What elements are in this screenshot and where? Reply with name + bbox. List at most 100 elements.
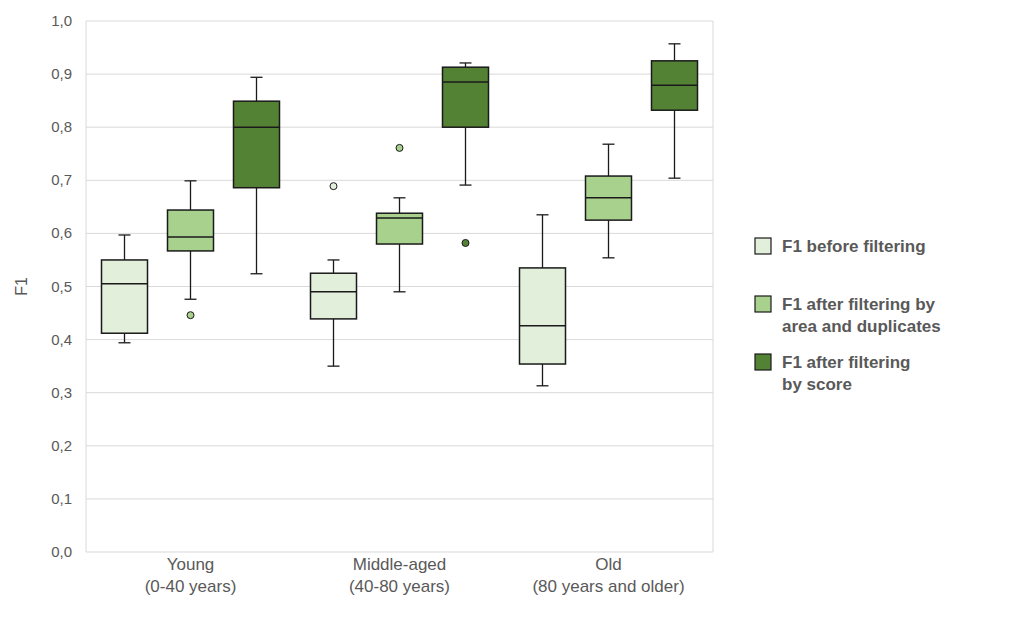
chart: 0,0 0,1 0,2 0,3 0,4 0,5 0,6 0,7 0,8 0,9 1,0 F1 Young…	[0, 0, 1024, 620]
median	[234, 126, 280, 128]
median	[520, 325, 566, 327]
tick-label: 0,0	[51, 543, 72, 560]
whisker-cap	[669, 43, 681, 44]
legend-label: F1 after filtering by score	[782, 353, 910, 394]
axis-label: F1	[13, 277, 30, 296]
tick-label: 0,3	[51, 384, 72, 401]
legend-swatch	[755, 354, 771, 370]
whisker-cap	[394, 197, 406, 198]
median	[443, 81, 489, 83]
whisker-cap	[394, 291, 406, 292]
whisker-cap	[119, 342, 131, 343]
whisker-cap	[251, 77, 263, 78]
category-line: (0-40 years)	[145, 577, 237, 596]
whisker-cap	[119, 234, 131, 235]
whisker	[608, 144, 609, 176]
category-line: Middle-aged	[353, 555, 447, 574]
box	[520, 268, 566, 364]
median	[586, 197, 632, 199]
legend-line: F1 after filtering by	[782, 295, 936, 314]
whisker-cap	[537, 214, 549, 215]
whisker	[190, 251, 191, 299]
grid-line	[86, 498, 713, 499]
category-line: Old	[595, 555, 621, 574]
plot-area	[102, 44, 698, 386]
legend-line: by score	[782, 375, 852, 394]
grid-line	[86, 392, 713, 393]
box	[443, 67, 489, 127]
category-line: Young	[167, 555, 215, 574]
tick-label: 0,9	[51, 65, 72, 82]
box	[377, 213, 423, 244]
whisker-cap	[251, 273, 263, 274]
grid-line	[86, 445, 713, 446]
whisker	[256, 77, 257, 101]
whisker-cap	[328, 259, 340, 260]
legend-label: F1 before filtering	[782, 237, 926, 256]
whisker	[333, 319, 334, 366]
median	[652, 85, 698, 87]
whisker	[542, 215, 543, 268]
median	[311, 291, 357, 293]
box	[652, 61, 698, 110]
whisker	[399, 244, 400, 292]
whisker	[124, 333, 125, 343]
whisker-cap	[185, 299, 197, 300]
category-label: Middle-aged (40-80 years)	[349, 555, 450, 596]
outlier	[187, 312, 194, 319]
outlier	[330, 183, 337, 190]
whisker	[465, 127, 466, 185]
whisker-cap	[185, 180, 197, 181]
box	[586, 176, 632, 220]
legend-swatch	[755, 238, 771, 254]
tick-label: 0,4	[51, 331, 72, 348]
box	[234, 101, 280, 188]
legend-label: F1 after filtering by area and duplicates	[782, 295, 941, 336]
whisker	[256, 188, 257, 274]
grid-line	[86, 21, 713, 22]
whisker	[190, 181, 191, 210]
whisker-cap	[328, 365, 340, 366]
whisker	[674, 110, 675, 178]
tick-label: 0,6	[51, 224, 72, 241]
axis-line	[713, 21, 714, 552]
whisker-cap	[460, 184, 472, 185]
whisker-cap	[669, 178, 681, 179]
grid-line	[86, 552, 713, 553]
tick-label: 0,7	[51, 171, 72, 188]
category-line: (40-80 years)	[349, 577, 450, 596]
whisker-cap	[460, 62, 472, 63]
whisker	[333, 260, 334, 273]
median	[377, 217, 423, 219]
median	[102, 283, 148, 285]
legend-line: area and duplicates	[782, 317, 941, 336]
tick-label: 0,2	[51, 437, 72, 454]
category-line: (80 years and older)	[532, 577, 684, 596]
whisker	[124, 235, 125, 260]
legend-line: F1 before filtering	[782, 237, 926, 256]
axis-line	[86, 21, 87, 552]
whisker	[399, 198, 400, 213]
whisker-cap	[603, 144, 615, 145]
whisker	[542, 364, 543, 386]
box	[311, 273, 357, 319]
median	[168, 236, 214, 238]
legend-line: F1 after filtering	[782, 353, 910, 372]
grid-line	[86, 74, 713, 75]
grid-line	[86, 339, 713, 340]
whisker-cap	[603, 257, 615, 258]
outlier	[396, 144, 403, 151]
category-label: Old (80 years and older)	[532, 555, 684, 596]
category-label: Young (0-40 years)	[145, 555, 237, 596]
grid-line	[86, 127, 713, 128]
whisker	[674, 44, 675, 61]
whisker-cap	[537, 385, 549, 386]
tick-label: 0,8	[51, 118, 72, 135]
whisker	[608, 220, 609, 258]
box	[168, 210, 214, 251]
tick-label: 0,1	[51, 490, 72, 507]
outlier	[462, 239, 469, 246]
tick-label: 0,5	[51, 278, 72, 295]
tick-label: 1,0	[51, 12, 72, 29]
box	[102, 260, 148, 333]
